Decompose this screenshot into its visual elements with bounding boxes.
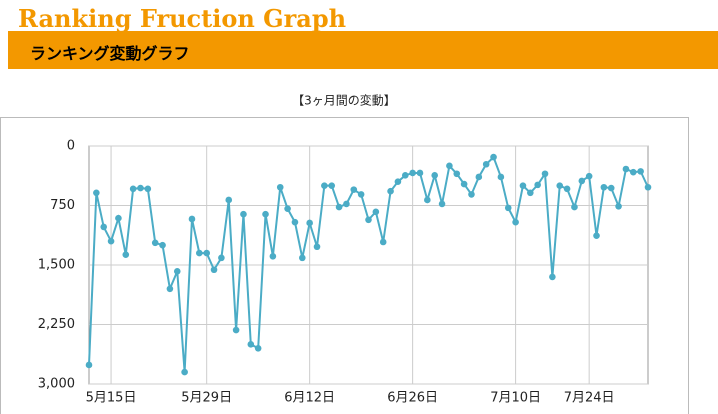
data-point <box>321 182 328 189</box>
data-point <box>379 238 387 246</box>
data-point <box>291 218 299 226</box>
brand-title: Ranking Fruction Graph <box>18 4 347 33</box>
data-point <box>424 196 431 204</box>
data-point <box>387 187 394 195</box>
data-point <box>637 168 644 175</box>
header-bar: ランキング変動グラフ <box>8 31 718 69</box>
x-tick-label: 7月24日 <box>564 391 615 406</box>
data-point <box>357 191 365 198</box>
data-point <box>173 268 181 275</box>
data-point <box>210 266 218 274</box>
chart-frame <box>0 117 689 414</box>
data-point <box>262 210 269 218</box>
data-point <box>600 183 608 191</box>
data-point <box>188 215 196 223</box>
data-point <box>372 208 380 216</box>
data-point <box>504 204 512 212</box>
data-point <box>497 173 505 181</box>
data-point <box>313 243 321 251</box>
data-point <box>137 184 144 192</box>
data-point <box>218 254 225 262</box>
data-point <box>644 183 652 191</box>
data-point <box>578 177 586 185</box>
x-tick-label: 7月10日 <box>490 391 541 406</box>
y-tick-label: 3,000 <box>38 377 75 392</box>
data-point <box>100 223 108 231</box>
data-point <box>225 196 233 204</box>
y-tick-label: 2,250 <box>38 317 75 332</box>
data-point <box>350 186 358 193</box>
data-point <box>519 182 527 189</box>
data-point <box>431 172 438 179</box>
data-point <box>593 232 600 239</box>
data-point <box>401 172 409 179</box>
y-tick-label: 0 <box>67 139 75 154</box>
data-point <box>446 162 453 170</box>
data-point <box>299 254 306 262</box>
data-point <box>534 181 541 189</box>
data-point <box>276 183 284 191</box>
data-point <box>343 200 350 208</box>
data-point <box>159 241 166 249</box>
data-point <box>247 341 255 348</box>
data-point <box>181 368 188 376</box>
data-point <box>527 189 534 197</box>
data-point <box>475 173 483 181</box>
data-point <box>468 191 475 198</box>
data-point <box>622 165 630 173</box>
data-point <box>482 160 490 168</box>
data-point <box>85 361 93 369</box>
data-point <box>394 178 402 185</box>
data-point <box>335 203 343 211</box>
data-point <box>166 285 174 293</box>
data-point <box>203 249 210 257</box>
data-point <box>438 200 446 208</box>
data-point <box>460 180 468 188</box>
data-point <box>269 252 277 260</box>
data-point <box>115 214 122 222</box>
x-tick-label: 5月15日 <box>86 391 137 406</box>
data-point <box>328 182 336 189</box>
x-tick-label: 6月26日 <box>387 391 438 406</box>
data-point <box>556 182 564 189</box>
data-point <box>615 202 622 210</box>
data-point <box>122 251 130 258</box>
chart-title: 【3ヶ月間の変動】 <box>292 93 396 108</box>
data-point <box>93 189 100 197</box>
data-point <box>490 153 497 161</box>
data-point <box>585 172 593 180</box>
data-point <box>541 170 549 178</box>
data-point <box>607 184 615 192</box>
x-tick-label: 6月12日 <box>284 391 335 406</box>
data-point <box>409 169 416 177</box>
data-point <box>240 210 247 218</box>
data-point <box>196 249 203 257</box>
x-tick-label: 5月29日 <box>181 391 232 406</box>
data-point <box>144 185 152 193</box>
data-point <box>563 185 571 193</box>
data-point <box>629 168 637 176</box>
data-point <box>254 345 262 352</box>
data-point <box>512 218 519 226</box>
data-point <box>549 273 556 281</box>
header-subtitle: ランキング変動グラフ <box>30 44 190 63</box>
data-point <box>129 185 137 193</box>
data-point <box>151 239 159 247</box>
data-point <box>306 219 313 227</box>
data-point <box>453 170 461 178</box>
data-point <box>416 169 424 177</box>
data-point <box>284 205 291 212</box>
y-tick-label: 1,500 <box>38 258 75 273</box>
data-point <box>571 203 578 211</box>
data-point <box>107 237 115 245</box>
data-point <box>365 216 372 224</box>
y-tick-label: 750 <box>50 198 75 213</box>
data-point <box>232 326 240 334</box>
